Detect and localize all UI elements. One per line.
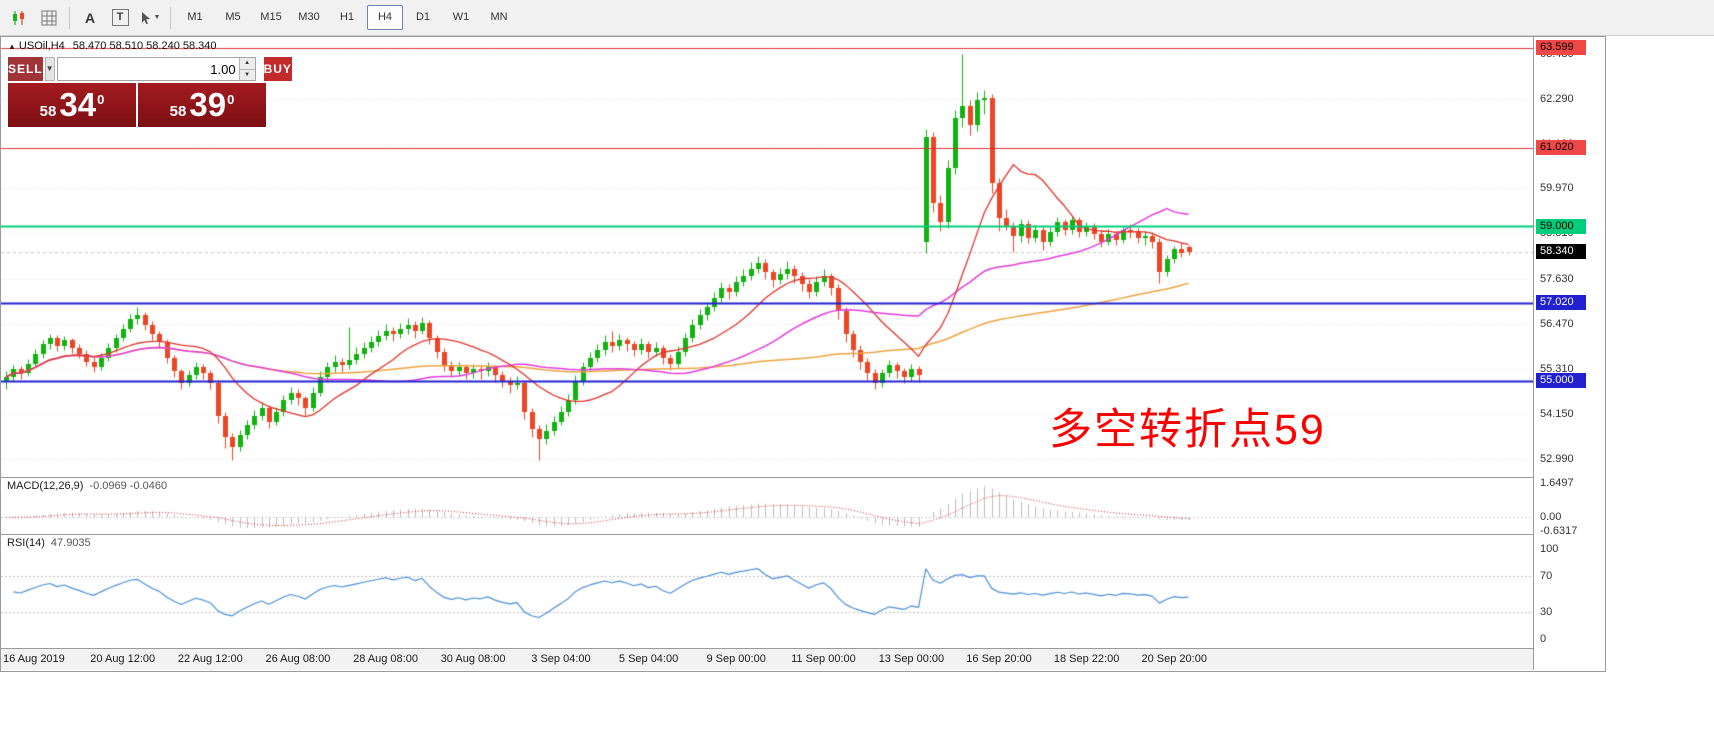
chart-type-icon[interactable] <box>5 5 33 31</box>
buy-price-prefix: 58 <box>169 103 187 120</box>
panel-splitter[interactable] <box>1 534 1605 535</box>
macd-scale-label: 0.00 <box>1540 511 1562 523</box>
timeframe-button-M1[interactable]: M1 <box>187 11 203 23</box>
time-axis-label: 20 Sep 20:00 <box>1141 653 1207 665</box>
price-tick-label: 52.990 <box>1540 453 1574 465</box>
rsi-name: RSI(14) <box>7 537 45 549</box>
buy-price-sup: 0 <box>227 92 235 107</box>
sell-price-big: 34 <box>59 86 97 123</box>
sell-button[interactable]: SELL <box>8 57 43 81</box>
cursor-tool[interactable]: ▼ <box>136 5 164 31</box>
macd-scale-label: -0.6317 <box>1540 525 1578 537</box>
one-click-trade-panel: SELL ▼ ▲ ▼ BUY 58 34 0 <box>8 57 292 127</box>
rsi-scale-label: 30 <box>1540 606 1553 618</box>
annotation-text: 多空转折点59 <box>1049 406 1326 454</box>
buy-button[interactable]: BUY <box>263 57 292 81</box>
macd-values: -0.0969 -0.0460 <box>89 480 168 492</box>
time-axis-label: 18 Sep 22:00 <box>1053 653 1120 665</box>
macd-scale-label: 1.6497 <box>1540 477 1574 489</box>
chart-window: ▲ USOil,H4 58.470 58.510 58.240 58.340 SEL… <box>0 36 1606 672</box>
toolbar-separator <box>170 6 171 29</box>
macd-name: MACD(12,26,9) <box>7 480 84 492</box>
chevron-down-icon: ▼ <box>153 14 161 21</box>
toolbar-separator <box>69 6 70 29</box>
time-axis-label: 22 Aug 12:00 <box>177 653 243 665</box>
hline-price-tag: 59.000 <box>1536 219 1586 234</box>
hline-price-tag: 63.599 <box>1536 40 1586 55</box>
ohlc-values: 58.470 58.510 58.240 58.340 <box>72 40 217 52</box>
time-axis-label: 30 Aug 08:00 <box>440 653 506 665</box>
sell-price-prefix: 58 <box>39 103 57 120</box>
main-price-panel: ▲ USOil,H4 58.470 58.510 58.240 58.340 SEL… <box>1 37 1533 477</box>
volume-step-up[interactable]: ▲ <box>239 58 255 70</box>
grid-icon[interactable] <box>35 5 63 31</box>
time-axis[interactable]: 16 Aug 2019 20 Aug 12:00 22 Aug 12:00 26 Au… <box>1 648 1605 670</box>
rsi-canvas[interactable] <box>1 535 1533 647</box>
time-axis-label: 11 Sep 00:00 <box>791 653 856 665</box>
text-label-tool[interactable]: A <box>76 5 104 31</box>
triangle-marker-icon: ▲ <box>8 42 16 51</box>
time-axis-label: 20 Aug 12:00 <box>90 653 156 665</box>
hline-price-tag: 61.020 <box>1536 140 1586 155</box>
price-tick-label: 57.630 <box>1540 273 1574 285</box>
hline-price-tag: 55.000 <box>1536 373 1586 388</box>
time-axis-label: 28 Aug 08:00 <box>353 653 418 665</box>
time-axis-label: 5 Sep 04:00 <box>618 653 679 665</box>
text-box-tool[interactable]: T <box>106 5 134 31</box>
sell-price-display[interactable]: 58 34 0 <box>8 83 136 127</box>
volume-step-down[interactable]: ▼ <box>239 69 255 80</box>
price-scale[interactable]: 63.43062.29061.13059.97058.81057.63056.4… <box>1533 37 1605 670</box>
sell-price-sup: 0 <box>97 92 105 107</box>
timeframe-button-H1[interactable]: H1 <box>339 11 355 23</box>
time-axis-label: 16 Aug 2019 <box>3 653 65 665</box>
rsi-label: RSI(14) 47.9035 <box>7 537 91 549</box>
buy-price-big: 39 <box>189 86 227 123</box>
timeframe-button-W1[interactable]: W1 <box>452 11 470 23</box>
timeframe-button-H4[interactable]: H4 <box>367 5 403 30</box>
rsi-scale-label: 100 <box>1540 543 1559 555</box>
time-axis-label: 26 Aug 08:00 <box>265 653 331 665</box>
letter-a-icon: A <box>84 9 96 26</box>
buy-price-display[interactable]: 58 39 0 <box>138 83 266 127</box>
macd-panel: MACD(12,26,9) -0.0969 -0.0460 <box>1 478 1533 534</box>
time-axis-label: 3 Sep 04:00 <box>531 653 591 665</box>
rsi-panel: RSI(14) 47.9035 <box>1 535 1533 647</box>
rsi-scale-label: 70 <box>1540 570 1553 582</box>
top-toolbar: A T ▼ M1 M5 M15 M30 H1 H4 D1 W1 MN <box>0 0 1714 36</box>
price-tick-label: 59.970 <box>1540 182 1574 194</box>
letter-t-icon: T <box>111 9 129 26</box>
current-price-tag: 58.340 <box>1536 244 1586 259</box>
time-axis-label: 9 Sep 00:00 <box>706 653 766 665</box>
price-tick-label: 56.470 <box>1540 318 1574 330</box>
price-tick-label: 55.310 <box>1540 363 1574 375</box>
rsi-scale-label: 0 <box>1540 633 1547 645</box>
macd-canvas[interactable] <box>1 478 1533 534</box>
volume-preset-dropdown[interactable]: ▼ <box>44 57 55 81</box>
symbol-timeframe: USOil,H4 <box>18 40 65 52</box>
cursor-arrow-icon <box>141 11 150 24</box>
panel-splitter[interactable] <box>1 477 1605 478</box>
chart-title: ▲ USOil,H4 58.470 58.510 58.240 58.340 <box>8 40 217 52</box>
volume-input[interactable] <box>57 60 239 78</box>
volume-stepper: ▲ ▼ <box>238 58 255 80</box>
timeframe-toolbar: M1 M5 M15 M30 H1 H4 D1 W1 MN <box>176 5 518 30</box>
timeframe-button-MN[interactable]: MN <box>490 11 508 23</box>
candlestick-icon <box>13 10 24 25</box>
time-axis-label: 13 Sep 00:00 <box>878 653 945 665</box>
hline-price-tag: 57.020 <box>1536 295 1586 310</box>
timeframe-button-D1[interactable]: D1 <box>415 11 431 23</box>
grid-glyph-icon <box>41 10 57 25</box>
time-axis-label: 16 Sep 20:00 <box>966 653 1032 665</box>
macd-label: MACD(12,26,9) -0.0969 -0.0460 <box>7 480 167 492</box>
timeframe-button-M5[interactable]: M5 <box>225 11 241 23</box>
volume-box: ▲ ▼ <box>56 57 256 81</box>
price-tick-label: 54.150 <box>1540 408 1574 420</box>
timeframe-button-M15[interactable]: M15 <box>260 11 282 23</box>
rsi-value: 47.9035 <box>50 537 91 549</box>
timeframe-button-M30[interactable]: M30 <box>298 11 320 23</box>
price-tick-label: 62.290 <box>1540 93 1574 105</box>
